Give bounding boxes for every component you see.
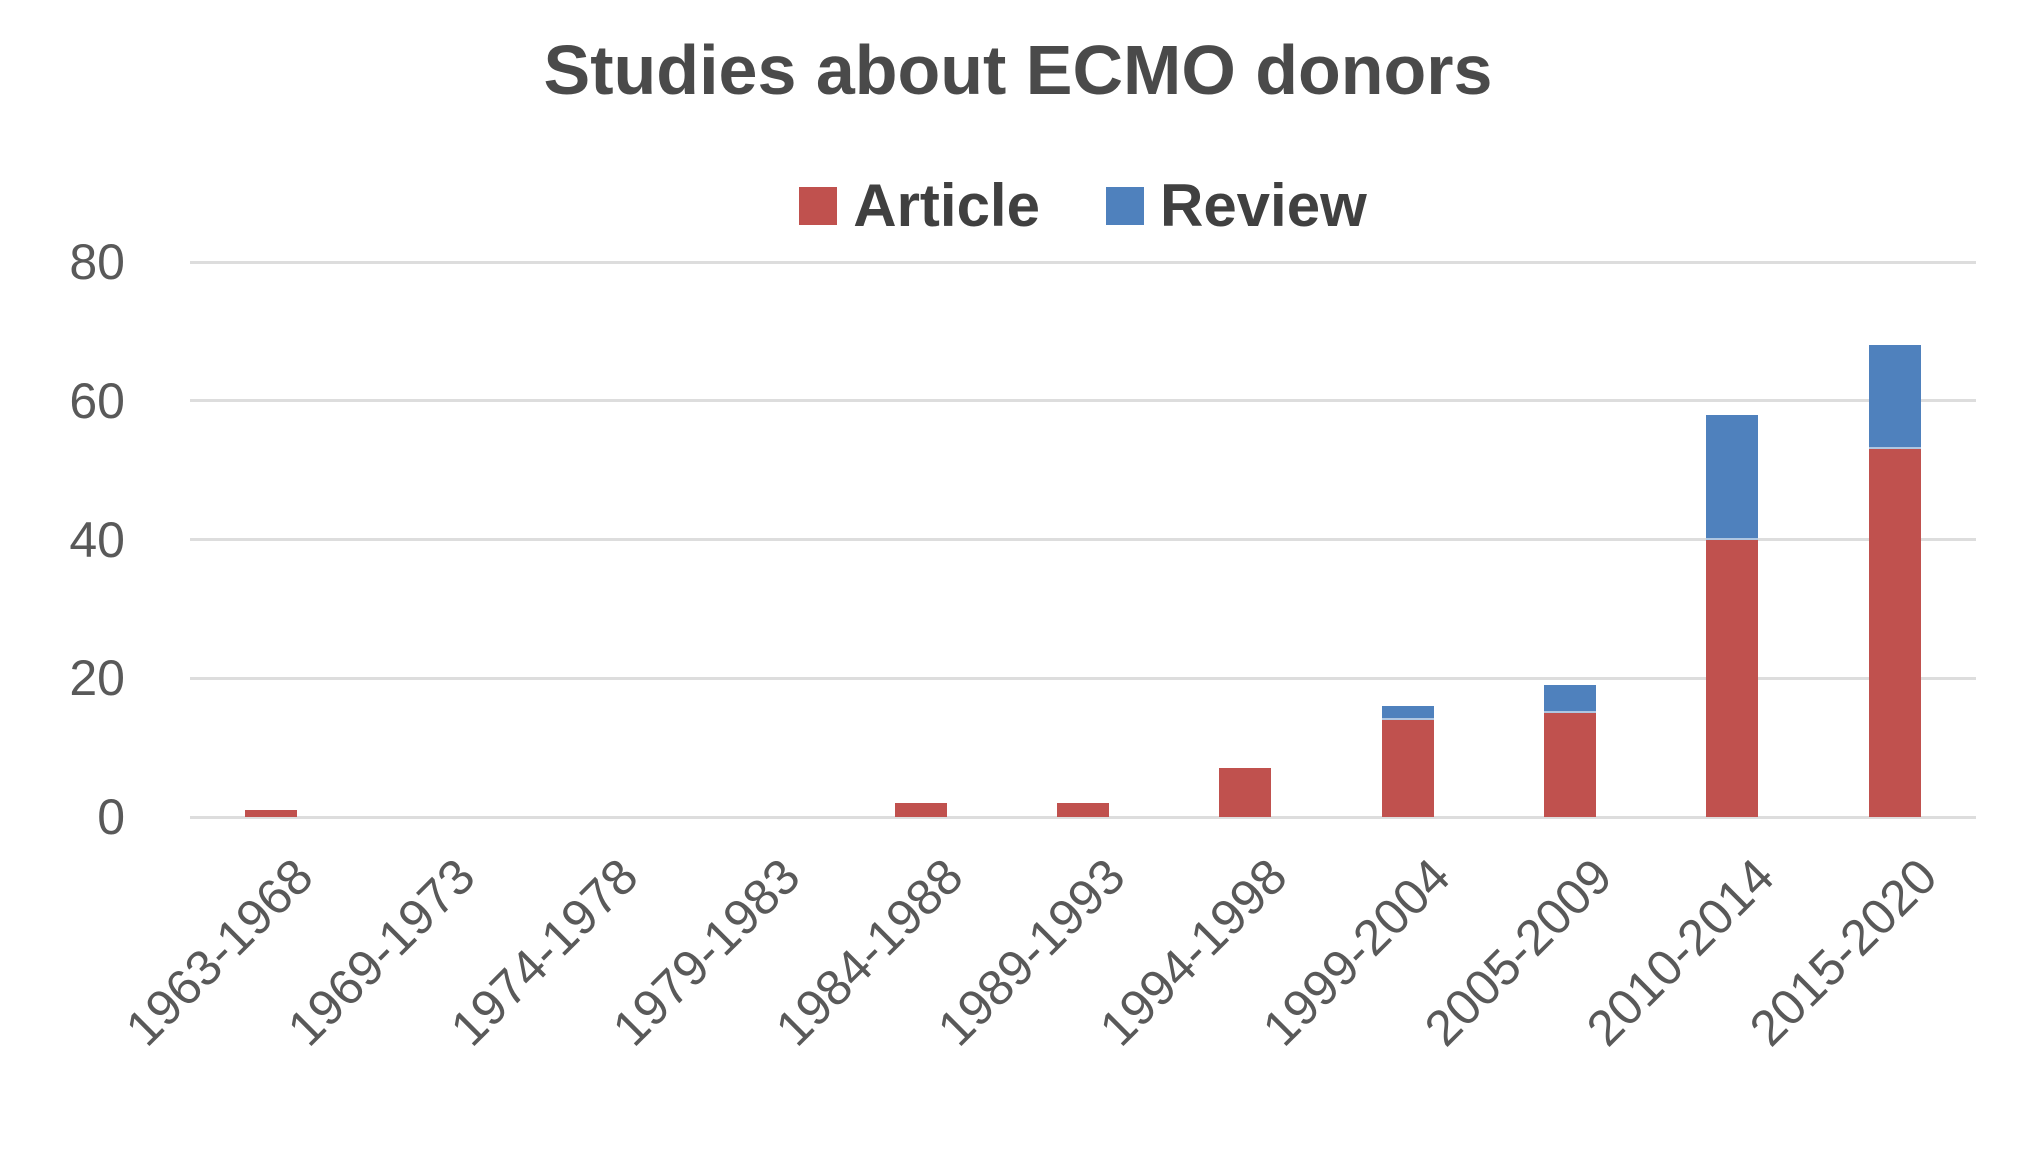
plot-area [190, 260, 1976, 819]
y-axis-tick-label: 40 [69, 511, 125, 568]
y-axis-tick-label: 60 [69, 372, 125, 429]
y-axis-tick-label: 0 [97, 789, 125, 845]
bar-segment-article-1984-1988 [894, 803, 947, 817]
bar-segment-article-1999-2004 [1381, 719, 1434, 817]
legend-label-review: Review [1159, 172, 1367, 239]
legend-swatch-review-icon [1105, 187, 1144, 225]
bar-segment-review-1999-2004 [1381, 706, 1434, 720]
bar-segment-article-2005-2009 [1544, 712, 1597, 817]
gridline-0 [190, 815, 1976, 819]
x-axis: 1963-1968 1969-1973 1974-1978 1979-1983 1984… [115, 848, 1976, 1165]
gridline-60 [190, 399, 1976, 403]
bar-segment-article-2010-2014 [1706, 539, 1759, 817]
gridline-40 [190, 538, 1976, 541]
gridline-20 [190, 676, 1976, 680]
bar-segment-review-2005-2009 [1544, 685, 1597, 713]
legend-label-article: Article [853, 172, 1040, 239]
y-axis-tick-label: 80 [69, 234, 125, 290]
bar-segment-article-1989-1993 [1057, 803, 1109, 817]
y-axis-tick-label: 20 [69, 650, 125, 707]
bar-segment-article-2015-2020 [1868, 449, 1921, 817]
y-axis: 0 20 40 60 80 [0, 237, 130, 842]
legend: Article Review [190, 170, 1976, 242]
legend-item-article: Article [799, 176, 1040, 236]
bar-segment-review-2015-2020 [1868, 345, 1921, 450]
chart-title: Studies about ECMO donors [543, 31, 1493, 109]
bar-segment-review-2010-2014 [1706, 414, 1759, 540]
gridline-80 [190, 260, 1976, 264]
legend-item-review: Review [1105, 172, 1367, 239]
legend-swatch-article-icon [799, 187, 838, 225]
bar-segment-article-1963-1968 [245, 810, 298, 817]
bar-segment-article-1994-1998 [1219, 768, 1272, 817]
